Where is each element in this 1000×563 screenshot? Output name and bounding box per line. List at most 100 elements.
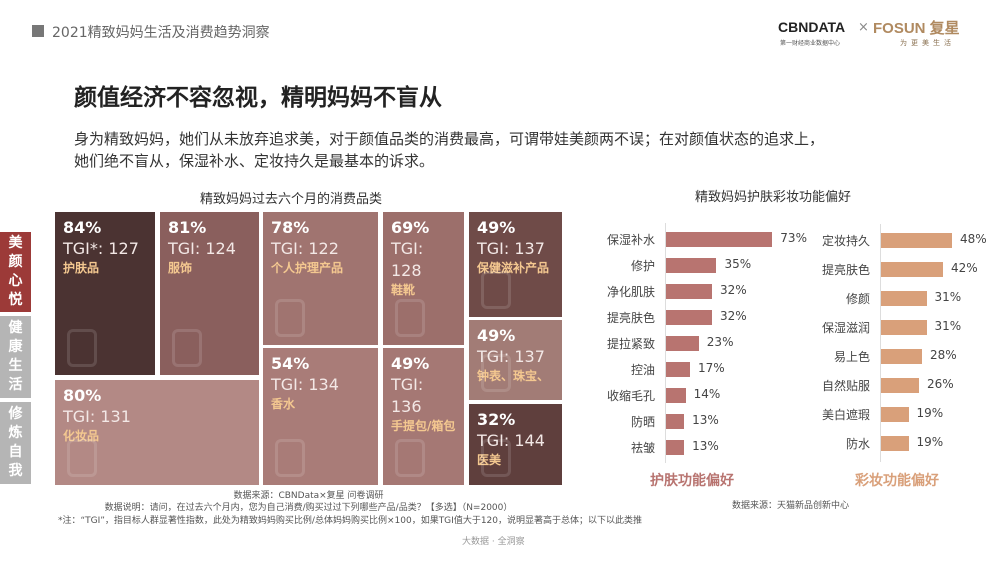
tile-tgi: TGI: 128 [391, 239, 424, 280]
side-tab-beauty[interactable]: 美颜心悦 [0, 232, 31, 312]
bar-value: 73% [780, 231, 807, 245]
header-title: 2021精致妈妈生活及消费趋势洞察 [52, 25, 270, 41]
tile-percent: 32% [477, 410, 516, 429]
perfume-icon [275, 439, 305, 477]
tile-tgi: TGI: 131 [63, 407, 131, 426]
treemap-tile: 49% TGI: 136 手提包/箱包 [383, 348, 464, 485]
tile-percent: 81% [168, 218, 207, 237]
toiletries-icon [275, 299, 305, 337]
tile-percent: 84% [63, 218, 102, 237]
bar-value: 31% [934, 319, 962, 333]
treemap-tile: 32% TGI: 144 医美 [469, 404, 562, 485]
bar-value: 48% [960, 232, 987, 246]
treemap-tile: 49% TGI: 137 钟表、珠宝、 [469, 320, 562, 400]
logo-separator: × [858, 20, 869, 35]
bar [880, 378, 919, 393]
bar [665, 258, 717, 273]
tile-category: 钟表、珠宝、 [477, 369, 550, 383]
bar-value: 35% [724, 257, 752, 271]
subtitle-line-1: 身为精致妈妈，她们从未放弃追求美，对于颜值品类的消费最高，可谓带娃美颜两不误；在… [74, 130, 825, 148]
headline: 颜值经济不容忽视，精明妈妈不盲从 [74, 85, 442, 111]
bar-label: 净化肌肤 [606, 285, 655, 299]
tile-percent: 49% [477, 326, 516, 345]
bar-chart-title: 精致妈妈护肤彩妆功能偏好 [695, 190, 852, 205]
treemap-tile: 69% TGI: 128 鞋靴 [383, 212, 464, 345]
dress-icon [172, 329, 202, 367]
bar-label: 控油 [630, 363, 655, 377]
treemap-tile: 81% TGI: 124 服饰 [160, 212, 259, 375]
bar-value: 32% [720, 283, 747, 297]
bar [880, 407, 909, 422]
tile-category: 个人护理产品 [271, 261, 344, 275]
bar [665, 388, 686, 403]
treemap-tile: 80% TGI: 131 化妆品 [55, 380, 259, 485]
bar [665, 284, 713, 299]
bar-label: 防晒 [630, 415, 655, 429]
header-square [32, 25, 44, 37]
syringe-icon [481, 439, 511, 477]
fosun-logo-sub: 为更美生活 [900, 39, 955, 47]
skincare-axis-label: 护肤功能偏好 [650, 473, 734, 489]
bar-value: 14% [693, 387, 721, 401]
tile-percent: 49% [391, 354, 430, 373]
lotion-bottle-icon [67, 329, 97, 367]
bar-value: 23% [706, 335, 734, 349]
bar-label: 修护 [630, 259, 655, 273]
bar [665, 310, 713, 325]
tile-percent: 69% [391, 218, 430, 237]
tile-category: 鞋靴 [391, 283, 416, 297]
tile-category: 护肤品 [63, 261, 100, 275]
treemap-footnote: *注：“TGI”，指目标人群显著性指数，此处为精致妈妈购买比例/总体妈妈购买比例… [57, 516, 642, 526]
bar-label: 定妆持久 [821, 234, 870, 248]
bar-label: 自然贴服 [821, 379, 870, 393]
side-tab-label: 健康生活 [8, 320, 23, 393]
pill-icon [481, 271, 511, 309]
bar [665, 232, 773, 247]
tile-tgi: TGI: 134 [271, 375, 339, 394]
handbag-icon [395, 439, 425, 477]
fosun-logo: FOSUN 复星 [873, 20, 960, 37]
bar [665, 336, 699, 351]
tile-category: 医美 [477, 453, 502, 467]
tile-category: 手提包/箱包 [391, 419, 456, 433]
side-tab-label: 美颜心悦 [8, 235, 23, 308]
side-tab-self[interactable]: 修炼自我 [0, 402, 31, 484]
bar-value: 31% [934, 290, 962, 304]
bar-label: 保湿滋润 [821, 321, 870, 335]
tile-category: 保健滋补产品 [477, 261, 550, 275]
makeup-axis-label: 彩妆功能偏好 [855, 473, 939, 489]
tile-percent: 54% [271, 354, 310, 373]
bar [665, 440, 685, 455]
bar [880, 320, 927, 335]
bar-value: 32% [720, 309, 747, 323]
side-tab-health[interactable]: 健康生活 [0, 316, 31, 398]
bar [880, 233, 952, 248]
cbndata-logo-sub: 第一财经商业数据中心 [780, 40, 841, 47]
bar [880, 436, 909, 451]
tile-tgi: TGI: 137 [477, 347, 545, 366]
bar [665, 414, 685, 429]
bar-value: 17% [697, 361, 725, 375]
treemap-tile: 54% TGI: 134 香水 [263, 348, 378, 485]
jewelry-icon [481, 354, 511, 392]
treemap-tile: 78% TGI: 122 个人护理产品 [263, 212, 378, 345]
tile-category: 香水 [271, 397, 296, 411]
bar-label: 保湿补水 [606, 233, 655, 247]
bar-label: 美白遮瑕 [821, 408, 870, 422]
bar-axis [665, 223, 666, 463]
treemap-tile: 49% TGI: 137 保健滋补产品 [469, 212, 562, 317]
compact-mirror-icon [67, 439, 97, 477]
bar [880, 291, 927, 306]
cbndata-logo: CBNDATA [778, 19, 846, 35]
bar [880, 262, 943, 277]
bar-label: 修颜 [845, 292, 870, 306]
bar-label: 易上色 [833, 350, 870, 364]
bar-label: 收缩毛孔 [606, 389, 655, 403]
tile-tgi: TGI: 136 [391, 375, 424, 416]
bar-value: 13% [692, 413, 719, 427]
tile-percent: 49% [477, 218, 516, 237]
tile-percent: 80% [63, 386, 102, 405]
bar-value: 26% [927, 377, 954, 391]
bar-value: 19% [916, 406, 944, 420]
treemap-source: 数据来源：CBNData×复星 问卷调研 [233, 491, 384, 501]
